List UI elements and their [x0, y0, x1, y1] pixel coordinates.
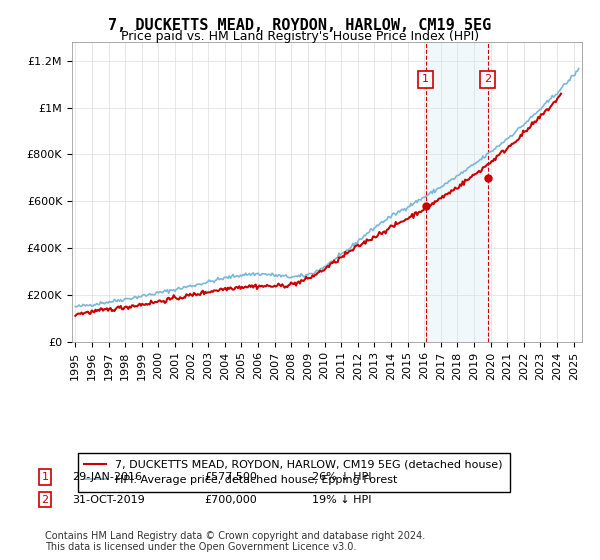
- Text: 2: 2: [41, 494, 49, 505]
- Text: 2: 2: [484, 74, 491, 85]
- Text: 1: 1: [422, 74, 429, 85]
- Text: 31-OCT-2019: 31-OCT-2019: [72, 494, 145, 505]
- Text: 26% ↓ HPI: 26% ↓ HPI: [312, 472, 371, 482]
- Text: Contains HM Land Registry data © Crown copyright and database right 2024.
This d: Contains HM Land Registry data © Crown c…: [45, 531, 425, 553]
- Text: £700,000: £700,000: [204, 494, 257, 505]
- Text: £577,500: £577,500: [204, 472, 257, 482]
- Text: 29-JAN-2016: 29-JAN-2016: [72, 472, 142, 482]
- Legend: 7, DUCKETTS MEAD, ROYDON, HARLOW, CM19 5EG (detached house), HPI: Average price,: 7, DUCKETTS MEAD, ROYDON, HARLOW, CM19 5…: [77, 453, 509, 492]
- Text: Price paid vs. HM Land Registry's House Price Index (HPI): Price paid vs. HM Land Registry's House …: [121, 30, 479, 43]
- Text: 7, DUCKETTS MEAD, ROYDON, HARLOW, CM19 5EG: 7, DUCKETTS MEAD, ROYDON, HARLOW, CM19 5…: [109, 18, 491, 33]
- Bar: [425, 42, 488, 342]
- Text: 19% ↓ HPI: 19% ↓ HPI: [312, 494, 371, 505]
- Text: 1: 1: [41, 472, 49, 482]
